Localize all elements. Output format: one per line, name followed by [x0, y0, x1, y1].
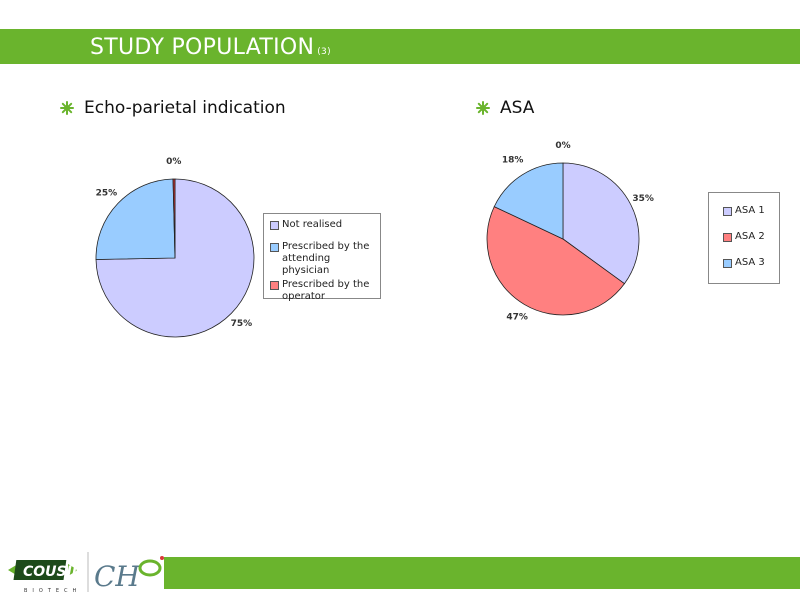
legend-label: Prescribed by the operator	[282, 279, 370, 302]
star-bullet-icon	[476, 101, 490, 115]
page-title-suffix: (3)	[317, 47, 331, 57]
legend-swatch	[270, 243, 279, 252]
cousin-logo-text: COUSIN	[23, 564, 84, 580]
page-title: STUDY POPULATION (3)	[90, 35, 331, 60]
pie-data-label: 47%	[506, 312, 528, 322]
star-bullet-icon	[60, 101, 74, 115]
legend-echo: Not realised Prescribed by the attending…	[263, 213, 381, 302]
legend-swatch	[270, 221, 279, 230]
cousin-logo-subtext: BIOTECH	[24, 588, 81, 594]
legend-item: Prescribed by the operator	[270, 279, 380, 303]
bullet-echo: Echo-parietal indication	[60, 98, 286, 118]
legend-asa: ASA 1 ASA 2 ASA 3	[708, 192, 780, 284]
pie-data-label: 18%	[502, 156, 524, 166]
pie-slice	[493, 162, 564, 240]
cousin-logo: COUSIN BIOTECH	[8, 560, 84, 594]
legend-swatch	[723, 259, 732, 268]
legend-label: ASA 1	[735, 205, 765, 216]
pie-slice	[486, 206, 626, 316]
footer-bar	[164, 557, 800, 589]
pie-data-label: 75%	[231, 319, 253, 329]
pie-data-label: 0%	[166, 157, 181, 167]
pie-chart-asa: 35% 47% 18% 0%	[486, 141, 654, 322]
pie-data-label: 0%	[555, 141, 570, 151]
pie-slice	[95, 178, 176, 260]
page-title-text: STUDY POPULATION	[90, 35, 315, 60]
legend-item: ASA 2	[723, 231, 779, 243]
legend-item: Prescribed by the attending physician	[270, 241, 380, 277]
pie-slice	[562, 162, 640, 285]
ch-logo: CH	[94, 556, 164, 593]
legend-swatch	[723, 233, 732, 242]
legend-label: Prescribed by the attending physician	[282, 241, 370, 276]
ch-logo-text: CH	[94, 560, 140, 593]
pie-slice	[172, 178, 176, 259]
legend-label: Not realised	[282, 219, 343, 230]
chart-title-asa: ASA	[500, 98, 535, 118]
chart-title-echo: Echo-parietal indication	[84, 98, 286, 118]
legend-item: Not realised	[270, 219, 380, 231]
legend-swatch	[270, 281, 279, 290]
legend-item: ASA 1	[723, 205, 779, 217]
legend-label: ASA 3	[735, 257, 765, 268]
footer-logos: COUSIN BIOTECH CH	[8, 552, 164, 594]
pie-chart-echo: 75% 25% 0%	[95, 157, 255, 338]
bullet-asa: ASA	[476, 98, 534, 118]
legend-swatch	[723, 207, 732, 216]
legend-item: ASA 3	[723, 257, 779, 269]
title-bar: STUDY POPULATION (3)	[0, 29, 800, 64]
pie-data-label: 25%	[96, 188, 118, 198]
pie-data-label: 35%	[632, 194, 654, 204]
legend-label: ASA 2	[735, 231, 765, 242]
